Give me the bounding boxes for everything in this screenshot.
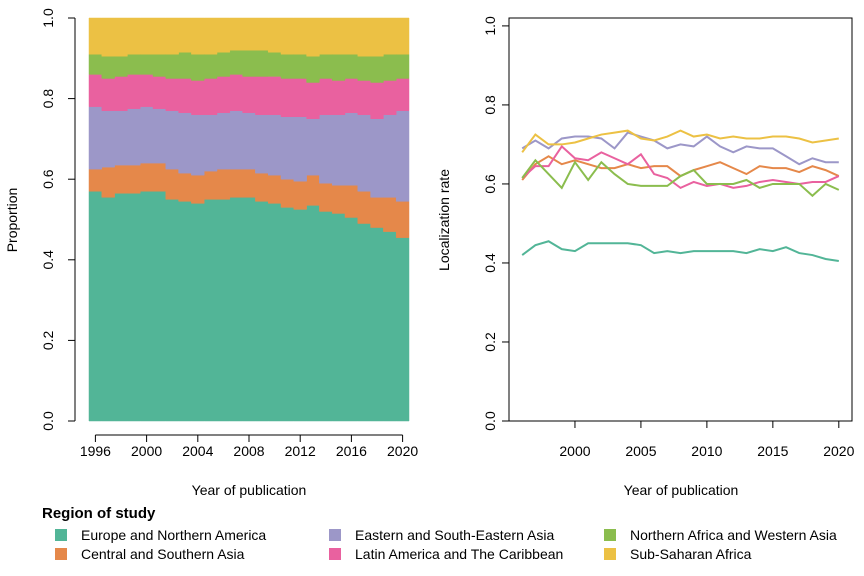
right-y-axis-title: Localization rate [436,169,452,271]
right-x-tick-label: 2000 [559,443,590,459]
legend-swatch [329,529,341,541]
legend-items: Europe and Northern America Central and S… [55,527,837,562]
left-y-tick-label: 0.8 [40,89,56,109]
area-europe-and-northern-america [88,191,410,422]
area-sub-saharan-africa [88,17,410,57]
legend: Region of study Europe and Northern Amer… [42,505,837,562]
stacked-area-panel: 0.0 0.2 0.4 0.6 0.8 1.0 1996 2000 2004 2008 2012 2… [4,8,418,498]
left-y-axis-title: Proportion [4,188,20,253]
right-x-tick-label: 2020 [823,443,854,459]
left-y-tick-label: 0.6 [40,169,56,189]
legend-label: Europe and Northern America [81,527,266,543]
legend-label: Northern Africa and Western Asia [630,527,837,543]
left-y-tick-label: 1.0 [40,8,56,28]
right-plot-frame [508,17,853,422]
line-chart-panel: 0.00.20.40.60.81.0 2000 2005 2010 2015 2020 … [436,16,855,498]
legend-swatch [604,548,616,560]
left-x-tick-label: 2000 [131,443,162,459]
right-y-tick-label: 0.4 [482,253,498,273]
legend-label: Eastern and South-Eastern Asia [355,527,554,543]
right-y-tick-label: 0.0 [482,411,498,431]
right-y-tick-label: 0.2 [482,332,498,352]
legend-swatch [55,529,67,541]
left-y-axis: 0.0 0.2 0.4 0.6 0.8 1.0 [40,8,76,431]
legend-title: Region of study [42,505,156,522]
left-x-tick-label: 2012 [285,443,316,459]
left-x-axis-title: Year of publication [192,482,307,498]
legend-swatch [55,548,67,560]
line-latin-america-and-the-caribbean [521,144,840,190]
left-x-tick-label: 2020 [387,443,418,459]
legend-label: Central and Southern Asia [81,546,245,562]
right-y-tick-label: 0.8 [482,95,498,115]
left-x-tick-label: 2004 [182,443,213,459]
left-y-tick-label: 0.2 [40,330,56,350]
right-x-tick-label: 2010 [691,443,722,459]
left-y-tick-label: 0.4 [40,250,56,270]
line-eastern-and-south-eastern-asia [521,131,839,166]
left-x-tick-label: 1996 [80,443,111,459]
legend-swatch [604,529,616,541]
legend-label: Latin America and The Caribbean [355,546,563,562]
right-y-axis: 0.0 0.2 0.4 0.6 0.8 1.0 [482,16,509,431]
line-sub-saharan-africa [521,129,839,153]
right-x-axis: 2000 2005 2010 2015 2020 [559,421,855,459]
line-northern-africa-and-western-asia [521,158,840,198]
right-x-tick-label: 2005 [625,443,656,459]
legend-label: Sub-Saharan Africa [630,546,752,562]
left-x-axis: 1996 2000 2004 2008 2012 2016 2020 [80,434,418,459]
right-y-tick-label: 0.6 [482,174,498,194]
stacked-area-layers [88,17,410,422]
legend-swatch [329,548,341,560]
left-x-tick-label: 2008 [233,443,264,459]
right-x-tick-label: 2015 [757,443,788,459]
left-y-tick-label: 0.0 [40,411,56,431]
right-y-tick-label: 1.0 [482,16,498,36]
left-x-tick-label: 2016 [336,443,367,459]
line-series [521,129,840,262]
right-x-axis-title: Year of publication [624,482,739,498]
line-europe-and-northern-america [521,240,839,262]
